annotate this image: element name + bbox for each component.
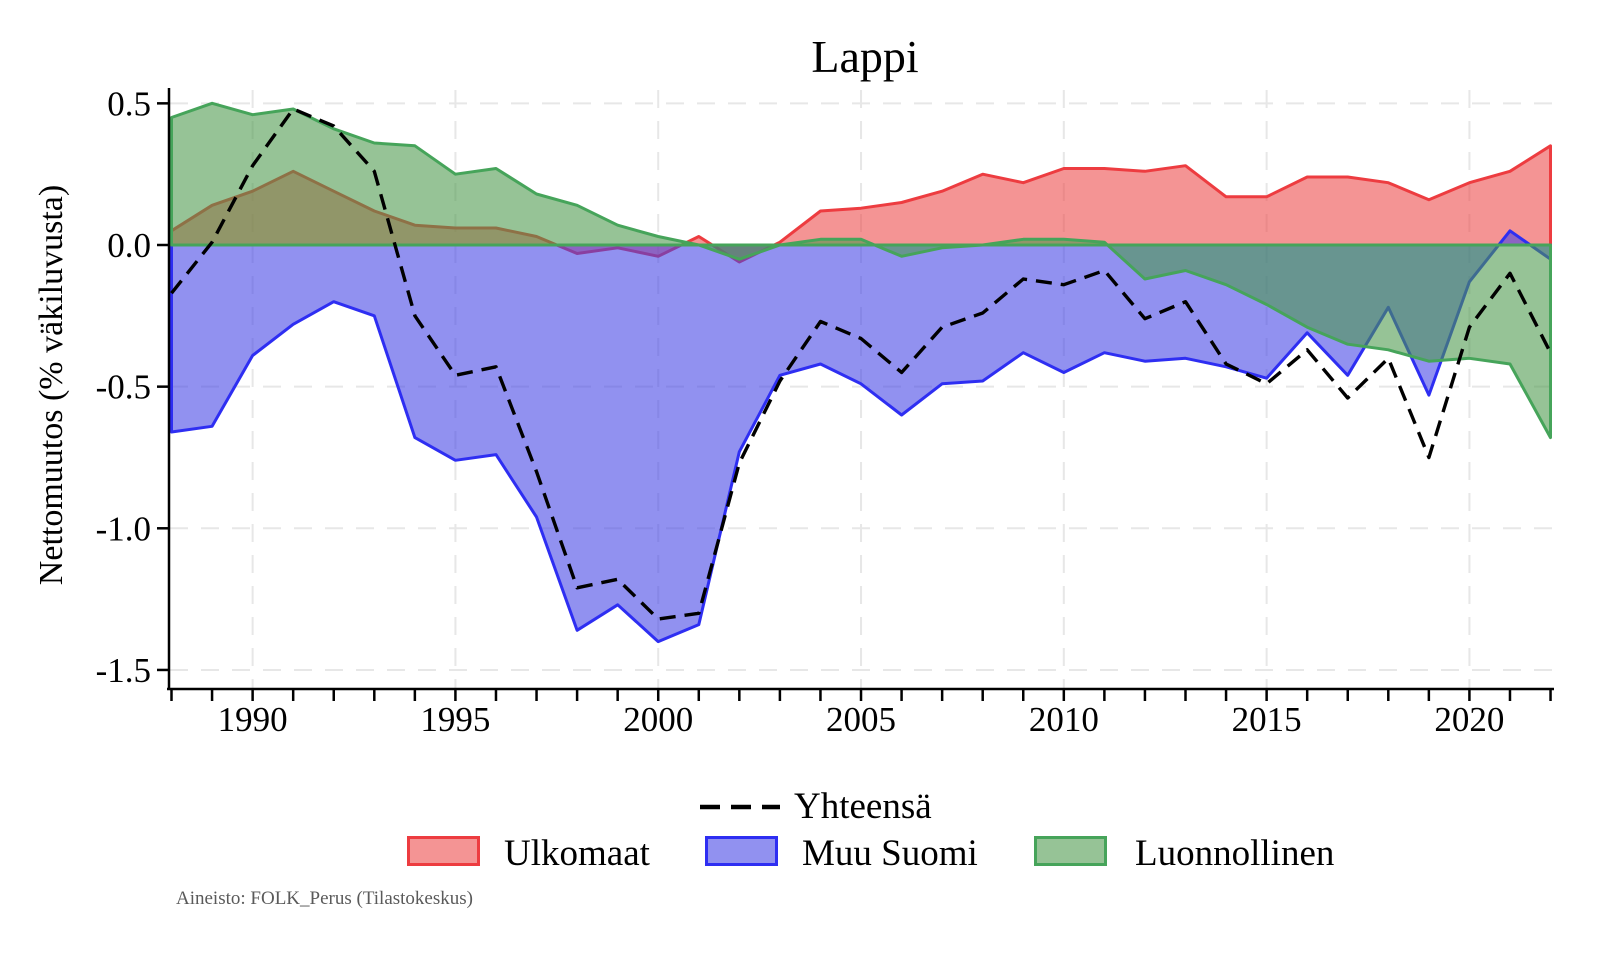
legend-row-areas: Ulkomaat Muu Suomi Luonnollinen: [0, 832, 1600, 874]
x-tick-label: 2010: [1029, 700, 1099, 739]
legend-label-luonnollinen: Luonnollinen: [1135, 833, 1335, 874]
legend-row-total: Yhteensä: [0, 783, 1600, 829]
y-tick-label: 0.5: [107, 84, 151, 123]
x-tick-label: 2005: [826, 700, 896, 739]
y-tick-label: -1.5: [96, 651, 151, 690]
muu-suomi-swatch-icon: [705, 836, 778, 866]
area-luonnollinen: [170, 101, 1552, 440]
legend-label-yhteensa: Yhteensä: [794, 786, 932, 827]
legend-label-ulkomaat: Ulkomaat: [504, 833, 650, 874]
legend-label-muu-suomi: Muu Suomi: [802, 833, 978, 874]
x-tick-label: 2020: [1434, 700, 1504, 739]
x-tick-label: 1990: [218, 700, 288, 739]
y-tick-label: 0.0: [107, 226, 151, 265]
x-tick-label: 1995: [420, 700, 490, 739]
y-tick-label: -0.5: [96, 368, 151, 407]
source-note: Aineisto: FOLK_Perus (Tilastokeskus): [176, 888, 473, 909]
ulkomaat-swatch-icon: [407, 836, 480, 866]
x-tick-label: 2015: [1232, 700, 1302, 739]
luonnollinen-swatch-icon: [1034, 836, 1107, 866]
yhteensa-dash-icon: [700, 804, 780, 810]
x-tick-label: 2000: [623, 700, 693, 739]
y-tick-label: -1.0: [96, 509, 151, 548]
chart-title: Lappi: [811, 31, 919, 82]
line-yhteensa: [170, 107, 1553, 621]
